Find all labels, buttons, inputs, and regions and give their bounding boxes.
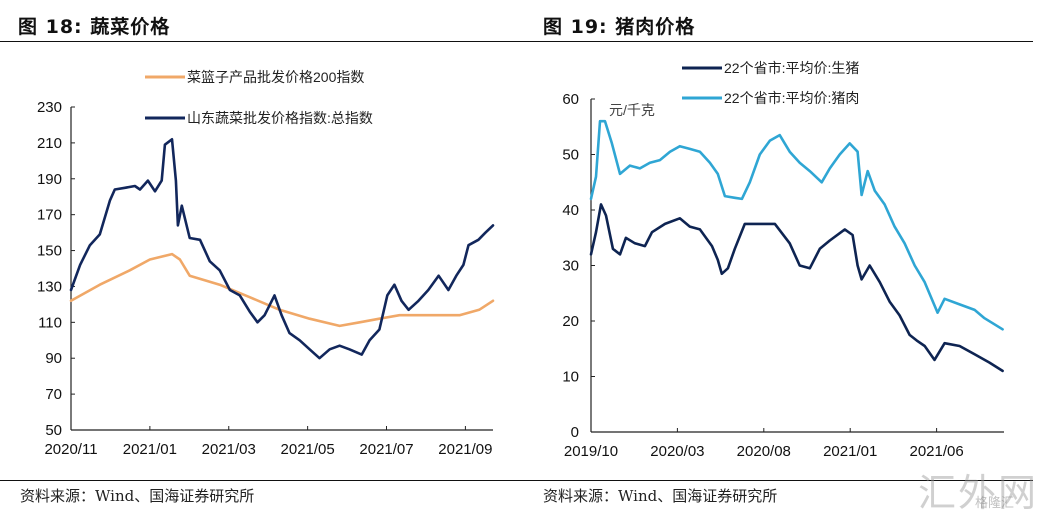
left-x-tick-label: 2021/05 bbox=[281, 441, 335, 458]
right-source-note: 资料来源：Wind、国海证券研究所 bbox=[543, 487, 778, 505]
right-y-tick-label: 60 bbox=[562, 91, 579, 108]
left-legend-label-2: 山东蔬菜批发价格指数:总指数 bbox=[187, 110, 373, 126]
right-y-tick-label: 50 bbox=[562, 147, 579, 164]
right-x-tick-label: 2021/06 bbox=[909, 443, 963, 460]
figure-18-title: 图 18: 蔬菜价格 bbox=[18, 16, 171, 38]
left-y-tick-label: 130 bbox=[37, 278, 62, 295]
right-unit-label: 元/千克 bbox=[609, 102, 655, 118]
left-legend-label-1: 菜篮子产品批发价格200指数 bbox=[187, 69, 364, 85]
right-x-tick-label: 2020/03 bbox=[650, 443, 704, 460]
left-x-tick-label: 2021/01 bbox=[123, 441, 177, 458]
right-y-tick-label: 20 bbox=[562, 313, 579, 330]
left-axes: 50 70 90 110 130 150 170 190 210 230 2020/11 2021/0… bbox=[37, 99, 493, 458]
left-x-tick-label: 2020/11 bbox=[44, 441, 97, 458]
left-y-tick-label: 170 bbox=[37, 207, 62, 224]
left-y-tick-label: 70 bbox=[45, 386, 62, 403]
left-series-line-2 bbox=[69, 138, 495, 360]
right-y-tick-label: 0 bbox=[571, 424, 579, 441]
left-x-tick-label: 2021/03 bbox=[202, 441, 256, 458]
right-y-tick-label: 10 bbox=[562, 369, 579, 386]
left-y-tick-label: 230 bbox=[37, 99, 62, 116]
watermark-logo: 格隆汇 bbox=[975, 496, 1015, 511]
right-x-tick-label: 2021/01 bbox=[823, 443, 877, 460]
right-legend: 22个省市:平均价:生猪 22个省市:平均价:猪肉 bbox=[682, 60, 859, 106]
left-series bbox=[69, 138, 495, 360]
right-y-tick-label: 40 bbox=[562, 202, 579, 219]
vegetable-price-chart: 50 70 90 110 130 150 170 190 210 230 2020/11 2021/0… bbox=[37, 69, 495, 458]
right-series bbox=[589, 119, 1004, 373]
pork-price-chart: 0 10 20 30 40 50 60 2019/10 2020/03 2020/08 2021/0… bbox=[562, 60, 1004, 460]
watermark-text: 汇外网 bbox=[918, 471, 1039, 515]
left-y-tick-label: 210 bbox=[37, 135, 62, 152]
left-y-tick-label: 90 bbox=[45, 350, 62, 367]
right-series-line-1 bbox=[589, 203, 1004, 373]
right-legend-label-1: 22个省市:平均价:生猪 bbox=[724, 60, 859, 76]
right-x-tick-label: 2020/08 bbox=[737, 443, 791, 460]
left-y-tick-label: 190 bbox=[37, 171, 62, 188]
left-x-tick-label: 2021/09 bbox=[438, 441, 492, 458]
bottom-rule bbox=[0, 480, 1033, 481]
left-y-tick-label: 110 bbox=[38, 314, 62, 331]
right-series-line-2 bbox=[589, 119, 1004, 331]
right-y-tick-label: 30 bbox=[562, 258, 579, 275]
right-axes: 0 10 20 30 40 50 60 2019/10 2020/03 2020/08 2021/0… bbox=[562, 91, 1004, 460]
top-rule bbox=[0, 41, 1033, 42]
right-legend-label-2: 22个省市:平均价:猪肉 bbox=[724, 90, 859, 106]
left-y-tick-label: 50 bbox=[45, 422, 62, 439]
left-source-note: 资料来源：Wind、国海证券研究所 bbox=[20, 487, 255, 505]
left-y-tick-label: 150 bbox=[37, 243, 62, 260]
right-x-tick-label: 2019/10 bbox=[564, 443, 618, 460]
figure-19-title: 图 19: 猪肉价格 bbox=[543, 16, 696, 38]
left-x-tick-label: 2021/07 bbox=[359, 441, 413, 458]
